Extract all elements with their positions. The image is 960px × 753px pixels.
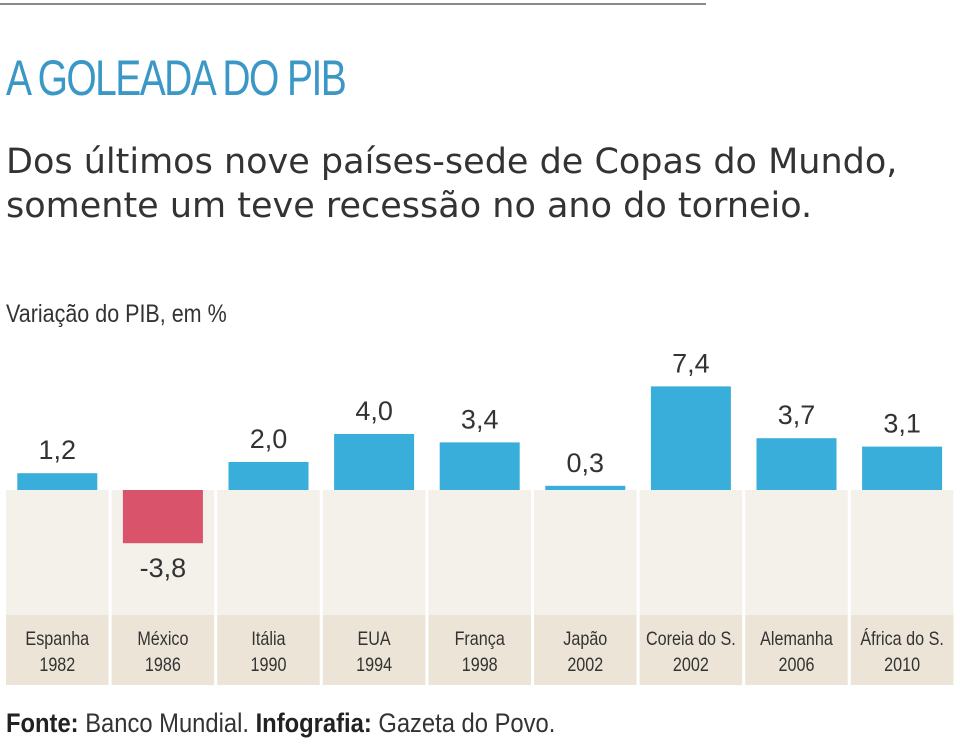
- category-country-label: Alemanha: [760, 628, 833, 650]
- category-label-panel: [111, 615, 215, 685]
- category-year-label: 2002: [673, 654, 709, 676]
- data-label: 4,0: [355, 396, 393, 426]
- data-label: 3,7: [778, 400, 816, 430]
- bar: [122, 490, 203, 544]
- category-label-panel: [6, 615, 109, 685]
- category-country-label: México: [137, 628, 188, 650]
- column-panel: [217, 490, 320, 615]
- data-label: 0,3: [567, 448, 605, 478]
- category-label-panel: [745, 615, 848, 685]
- category-year-label: 2006: [779, 654, 815, 676]
- category-year-label: 2002: [567, 654, 603, 676]
- bar: [228, 462, 309, 490]
- bar: [756, 438, 837, 490]
- data-label: 3,1: [883, 409, 921, 439]
- category-year-label: 1986: [145, 654, 181, 676]
- gdp-bar-chart: 1,2 Espanha 1982 -3,8 México 1986 2,0 Itália 199…: [6, 348, 954, 685]
- bar: [17, 473, 98, 490]
- column-panel: [322, 490, 426, 615]
- category-label-panel: [639, 615, 743, 685]
- source-label: Fonte:: [6, 708, 79, 738]
- category-country-label: Coreia do S.: [646, 628, 736, 650]
- top-rule: [0, 3, 706, 5]
- data-label: -3,8: [140, 553, 187, 583]
- column-panel: [745, 490, 848, 615]
- category-country-label: Japão: [563, 628, 607, 650]
- category-country-label: África do S.: [860, 628, 943, 650]
- category-year-label: 2010: [884, 654, 920, 676]
- data-label: 7,4: [672, 348, 710, 378]
- bar: [862, 446, 943, 490]
- credit-label: Infografia:: [255, 708, 372, 738]
- column-panel: [639, 490, 743, 615]
- y-axis-label: Variação do PIB, em %: [6, 300, 227, 328]
- column-panel: [6, 490, 109, 615]
- category-year-label: 1982: [39, 654, 75, 676]
- data-label: 3,4: [461, 404, 499, 434]
- category-country-label: Itália: [251, 628, 285, 650]
- category-year-label: 1998: [462, 654, 498, 676]
- bar: [334, 434, 415, 490]
- bar: [439, 442, 520, 490]
- category-year-label: 1990: [251, 654, 287, 676]
- source-value: Banco Mundial.: [78, 708, 256, 738]
- footer-credits: Fonte: Banco Mundial. Infografia: Gazeta…: [6, 708, 555, 739]
- data-label: 1,2: [39, 435, 77, 465]
- category-label-panel: [534, 615, 637, 685]
- category-country-label: Espanha: [25, 628, 89, 650]
- category-label-panel: [850, 615, 954, 685]
- category-label-panel: [217, 615, 320, 685]
- chart-title: A GOLEADA DO PIB: [6, 50, 347, 106]
- bar: [650, 386, 731, 490]
- category-country-label: França: [455, 628, 505, 650]
- category-label-panel: [322, 615, 426, 685]
- bar: [545, 485, 626, 490]
- column-panel: [850, 490, 954, 615]
- chart-subtitle: Dos últimos nove países-sede de Copas do…: [6, 142, 898, 226]
- column-panel: [534, 490, 637, 615]
- category-country-label: EUA: [357, 628, 390, 650]
- column-panel: [428, 490, 531, 615]
- category-label-panel: [428, 615, 531, 685]
- category-year-label: 1994: [356, 654, 392, 676]
- credit-value: Gazeta do Povo.: [371, 708, 556, 738]
- data-label: 2,0: [250, 424, 288, 454]
